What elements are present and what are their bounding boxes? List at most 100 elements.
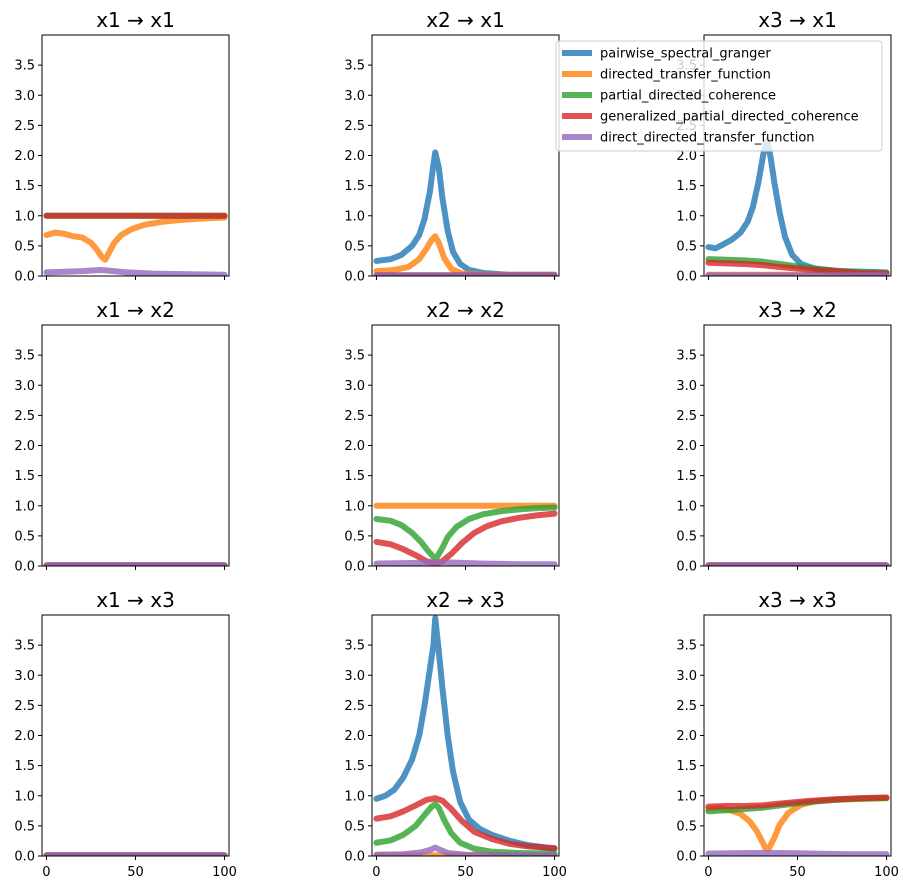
panel-title: x2 → x3 [426,588,505,612]
series-line-direct-directed-transfer-function [705,849,890,856]
y-tick-label: 1.5 [676,759,697,774]
x-tick-label: 100 [874,865,899,880]
y-tick-label: 0.0 [676,560,697,575]
y-tick-label: 0.0 [676,850,697,865]
y-tick-label: 1.5 [676,469,697,484]
panels-layer: 0.0 0.5 1.0 1.5 2.0 2.5 3.0 3.5 x1 → x1 0.0 0.5 1.0… [14,8,899,880]
y-tick-label: 2.5 [676,699,697,714]
panel-title: x3 → x1 [758,8,837,32]
series-line-partial-directed-coherence [373,504,558,560]
legend-label-directed-transfer-function: directed_transfer_function [600,68,771,83]
y-tick-label: 0.0 [14,850,35,865]
y-tick-label: 3.5 [14,639,35,654]
series-group [705,137,890,276]
y-tick-label: 2.0 [344,439,365,454]
y-tick-label: 0.5 [14,529,35,544]
y-tick-label: 0.0 [344,850,365,865]
x-tick-label: 50 [789,865,806,880]
y-tick-label: 3.0 [344,379,365,394]
series-line-directed-transfer-function [43,214,228,263]
series-line-generalized-partial-directed-coherence [373,795,558,852]
y-tick-label: 1.5 [14,759,35,774]
y-tick-label: 2.0 [14,149,35,164]
y-tick-label: 1.0 [676,499,697,514]
y-tick-label: 2.0 [676,149,697,164]
y-tick-label: 3.5 [14,59,35,74]
panel-title: x1 → x1 [96,8,175,32]
y-tick-label: 1.0 [14,499,35,514]
panel-title: x2 → x1 [426,8,505,32]
y-tick-label: 3.0 [344,89,365,104]
y-tick-label: 3.0 [676,669,697,684]
y-tick-label: 1.0 [344,209,365,224]
y-tick-label: 0.0 [14,270,35,285]
y-tick-label: 0.5 [344,239,365,254]
y-tick-label: 3.0 [14,669,35,684]
series-line-pairwise-spectral-granger [373,615,558,852]
legend-label-direct-directed-transfer-function: direct_directed_transfer_function [600,131,815,146]
y-tick-label: 0.5 [14,239,35,254]
y-tick-label: 2.5 [344,699,365,714]
y-tick-label: 3.0 [344,669,365,684]
y-tick-label: 3.0 [14,379,35,394]
y-tick-label: 0.5 [676,529,697,544]
axes-frame [41,614,230,857]
x-tick-label: 0 [42,865,50,880]
y-tick-label: 0.5 [344,529,365,544]
panel-x2-to-x3: 0.0 0.5 1.0 1.5 2.0 2.5 3.0 3.5 0 50 100 x2 → x3 [344,588,567,880]
y-tick-label: 1.0 [14,789,35,804]
y-tick-label: 0.5 [344,819,365,834]
y-tick-label: 1.0 [344,499,365,514]
series-line-direct-directed-transfer-function [373,844,558,856]
y-tick-label: 0.5 [676,819,697,834]
y-tick-label: 0.5 [676,239,697,254]
y-tick-label: 1.5 [344,179,365,194]
y-tick-label: 1.0 [676,209,697,224]
series-line-direct-directed-transfer-function [43,266,228,276]
panel-x1-to-x1: 0.0 0.5 1.0 1.5 2.0 2.5 3.0 3.5 x1 → x1 [14,8,230,285]
y-tick-label: 3.5 [676,349,697,364]
y-tick-label: 0.0 [344,560,365,575]
series-group [373,615,558,856]
y-tick-label: 2.0 [14,439,35,454]
axes-frame [703,324,892,567]
y-tick-label: 2.5 [344,409,365,424]
y-tick-label: 0.0 [676,270,697,285]
axes-frame [371,324,560,567]
x-tick-label: 0 [372,865,380,880]
panel-x1-to-x2: 0.0 0.5 1.0 1.5 2.0 2.5 3.0 3.5 x1 → x2 [14,298,230,575]
y-tick-label: 3.0 [676,379,697,394]
panel-title: x3 → x2 [758,298,837,322]
y-tick-label: 1.5 [344,759,365,774]
y-tick-label: 0.0 [344,270,365,285]
axes-frame [41,324,230,567]
panel-x3-to-x2: 0.0 0.5 1.0 1.5 2.0 2.5 3.0 3.5 x3 → x2 [676,298,892,575]
series-line-generalized-partial-directed-coherence [373,510,558,566]
series-line-generalized-partial-directed-coherence [705,794,890,810]
panel-title: x3 → x3 [758,588,837,612]
axes-frame [41,34,230,277]
x-tick-label: 50 [127,865,144,880]
y-tick-label: 1.0 [14,209,35,224]
y-tick-label: 1.5 [344,469,365,484]
y-tick-label: 1.5 [14,469,35,484]
y-tick-label: 2.5 [14,699,35,714]
y-tick-label: 3.5 [344,639,365,654]
axes-frame [371,34,560,277]
y-tick-label: 2.5 [676,409,697,424]
panel-x1-to-x3: 0.0 0.5 1.0 1.5 2.0 2.5 3.0 3.5 0 50 100 x1 → x3 [14,588,237,880]
x-tick-label: 50 [457,865,474,880]
y-tick-label: 3.0 [14,89,35,104]
series-group [705,794,890,856]
y-tick-label: 3.5 [344,59,365,74]
legend-label-generalized-partial-directed-coherence: generalized_partial_directed_coherence [600,110,859,125]
y-tick-label: 2.0 [676,729,697,744]
y-tick-label: 2.0 [344,729,365,744]
series-line-direct-directed-transfer-function [373,559,558,566]
y-tick-label: 2.0 [344,149,365,164]
y-tick-label: 1.5 [14,179,35,194]
legend-label-partial-directed-coherence: partial_directed_coherence [600,89,776,104]
panel-x2-to-x1: 0.0 0.5 1.0 1.5 2.0 2.5 3.0 3.5 x2 → x1 [344,8,560,285]
series-group [373,502,558,566]
